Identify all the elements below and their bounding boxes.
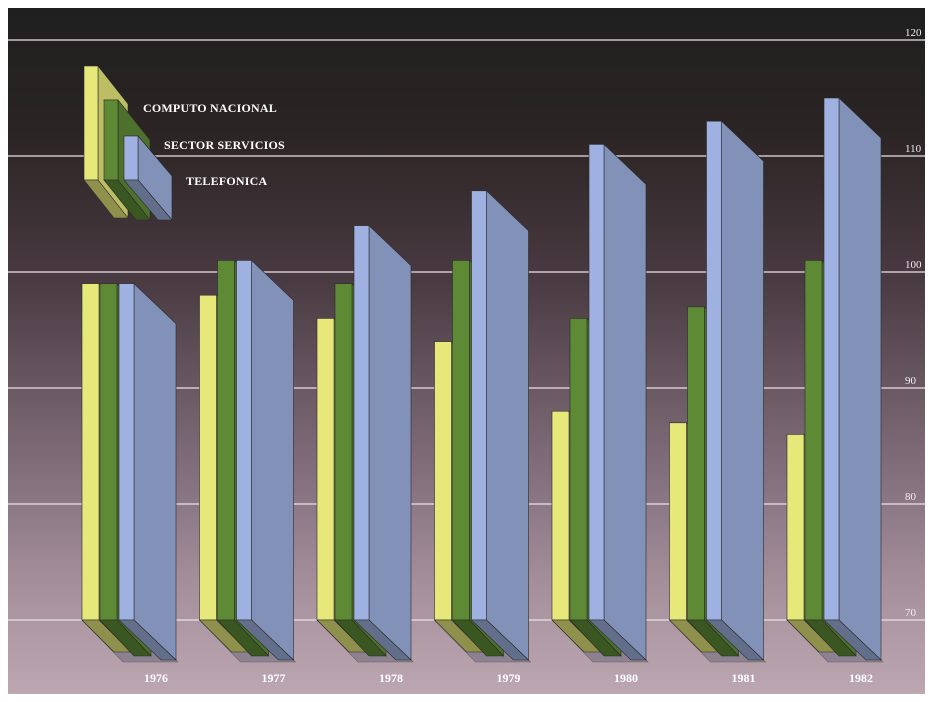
legend-label: SECTOR SERVICIOS bbox=[164, 138, 285, 152]
y-axis-ticks: 120 110 100 90 80 70 bbox=[905, 27, 922, 619]
y-tick-label: 120 bbox=[905, 27, 922, 39]
bars bbox=[81, 97, 884, 663]
x-tick-label: 1979 bbox=[497, 671, 521, 685]
x-tick-label: 1977 bbox=[262, 671, 286, 685]
legend-label: COMPUTO NACIONAL bbox=[143, 101, 277, 115]
chart-frame: 120 110 100 90 80 70 1976 1977 1978 1979 1980 1981… bbox=[8, 8, 925, 694]
x-tick-label: 1980 bbox=[614, 671, 638, 685]
bar-telefonica-1982 bbox=[823, 97, 882, 661]
bar-telefonica-1979 bbox=[470, 190, 530, 661]
y-tick-label: 90 bbox=[905, 375, 917, 387]
bar-chart: 120 110 100 90 80 70 1976 1977 1978 1979 1980 1981… bbox=[8, 27, 925, 685]
bar-telefonica-1980 bbox=[588, 143, 647, 661]
bar-telefonica-1977 bbox=[235, 259, 295, 661]
y-tick-label: 70 bbox=[905, 607, 917, 619]
bar-telefonica-1978 bbox=[353, 224, 412, 661]
x-tick-label: 1981 bbox=[732, 671, 756, 685]
bar-telefonica-1976 bbox=[118, 282, 177, 661]
x-tick-label: 1978 bbox=[379, 671, 403, 685]
legend-item-telefonica: TELEFONICA bbox=[123, 135, 267, 221]
y-tick-label: 100 bbox=[905, 259, 922, 271]
y-tick-label: 80 bbox=[905, 491, 917, 503]
x-tick-label: 1976 bbox=[144, 671, 168, 685]
bar-telefonica-1981 bbox=[705, 120, 765, 661]
x-axis-ticks: 1976 1977 1978 1979 1980 1981 1982 bbox=[144, 671, 873, 685]
legend: COMPUTO NACIONAL SECTOR SERVICIOS TELEFONI… bbox=[83, 65, 285, 221]
x-tick-label: 1982 bbox=[849, 671, 873, 685]
legend-label: TELEFONICA bbox=[186, 174, 267, 188]
y-tick-label: 110 bbox=[905, 143, 922, 155]
legend-swatch bbox=[123, 135, 173, 221]
